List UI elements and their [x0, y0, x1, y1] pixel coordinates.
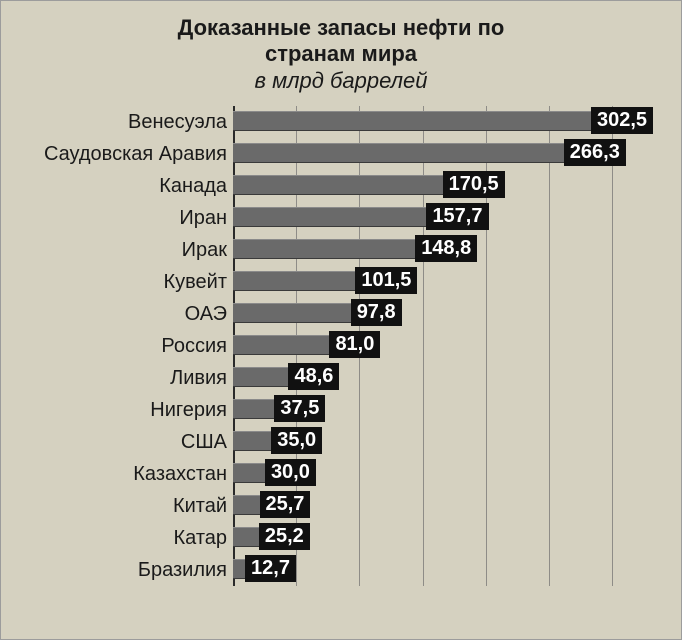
value-label: 157,7 — [426, 203, 488, 230]
bar-row: Канада 170,5 — [1, 170, 681, 202]
bar — [233, 271, 361, 291]
category-label: Ирак — [1, 239, 233, 262]
category-label: Ливия — [1, 367, 233, 390]
bar-zone: 25,2 — [233, 522, 681, 554]
value-label: 97,8 — [351, 299, 402, 326]
bar-row: Казахстан 30,0 — [1, 458, 681, 490]
bar — [233, 239, 421, 259]
value-label: 170,5 — [443, 171, 505, 198]
value-label: 266,3 — [564, 139, 626, 166]
value-label: 35,0 — [271, 427, 322, 454]
title-line-1: Доказанные запасы нефти по — [1, 15, 681, 41]
bar — [233, 143, 570, 163]
bar — [233, 335, 335, 355]
bar-row: США 35,0 — [1, 426, 681, 458]
bar-zone: 30,0 — [233, 458, 681, 490]
bar-zone: 97,8 — [233, 298, 681, 330]
value-label: 25,7 — [260, 491, 311, 518]
bar-row: Китай 25,7 — [1, 490, 681, 522]
bar-row: Катар 25,2 — [1, 522, 681, 554]
bar-row: Россия 81,0 — [1, 330, 681, 362]
category-label: Китай — [1, 495, 233, 518]
bar-zone: 37,5 — [233, 394, 681, 426]
value-label: 148,8 — [415, 235, 477, 262]
value-label: 25,2 — [259, 523, 310, 550]
chart-plot-area: Венесуэла 302,5 Саудовская Аравия 266,3 Кана… — [1, 106, 681, 586]
title-line-2: странам мира — [1, 41, 681, 67]
bar-zone: 35,0 — [233, 426, 681, 458]
bar-zone: 48,6 — [233, 362, 681, 394]
value-label: 48,6 — [288, 363, 339, 390]
category-label: Бразилия — [1, 559, 233, 582]
category-label: Венесуэла — [1, 111, 233, 134]
bar — [233, 111, 616, 131]
bar-row: Ливия 48,6 — [1, 362, 681, 394]
category-label: Катар — [1, 527, 233, 550]
bar-row: Нигерия 37,5 — [1, 394, 681, 426]
bar — [233, 303, 357, 323]
value-label: 30,0 — [265, 459, 316, 486]
category-label: Иран — [1, 207, 233, 230]
category-label: Россия — [1, 335, 233, 358]
title-block: Доказанные запасы нефти по странам мира … — [1, 1, 681, 100]
bar-row: Венесуэла 302,5 — [1, 106, 681, 138]
category-label: Казахстан — [1, 463, 233, 486]
category-label: Саудовская Аравия — [1, 143, 233, 166]
bar — [233, 207, 432, 227]
subtitle: в млрд баррелей — [1, 68, 681, 94]
value-label: 81,0 — [329, 331, 380, 358]
bar-row: Иран 157,7 — [1, 202, 681, 234]
bar-zone: 302,5 — [233, 106, 681, 138]
bar-zone: 157,7 — [233, 202, 681, 234]
bar-row: Ирак 148,8 — [1, 234, 681, 266]
value-label: 101,5 — [355, 267, 417, 294]
category-label: США — [1, 431, 233, 454]
bar-row: Бразилия 12,7 — [1, 554, 681, 586]
bar-zone: 12,7 — [233, 554, 681, 586]
bar-zone: 81,0 — [233, 330, 681, 362]
chart-container: Доказанные запасы нефти по странам мира … — [0, 0, 682, 640]
bar-zone: 170,5 — [233, 170, 681, 202]
bar — [233, 399, 280, 419]
bar-zone: 101,5 — [233, 266, 681, 298]
category-label: Кувейт — [1, 271, 233, 294]
bar — [233, 175, 449, 195]
bar — [233, 367, 294, 387]
category-label: ОАЭ — [1, 303, 233, 326]
bar-row: ОАЭ 97,8 — [1, 298, 681, 330]
bar-zone: 148,8 — [233, 234, 681, 266]
value-label: 37,5 — [274, 395, 325, 422]
bar-zone: 266,3 — [233, 138, 681, 170]
category-label: Нигерия — [1, 399, 233, 422]
bar-zone: 25,7 — [233, 490, 681, 522]
value-label: 12,7 — [245, 555, 296, 582]
value-label: 302,5 — [591, 107, 653, 134]
category-label: Канада — [1, 175, 233, 198]
bar-row: Кувейт 101,5 — [1, 266, 681, 298]
bar-row: Саудовская Аравия 266,3 — [1, 138, 681, 170]
